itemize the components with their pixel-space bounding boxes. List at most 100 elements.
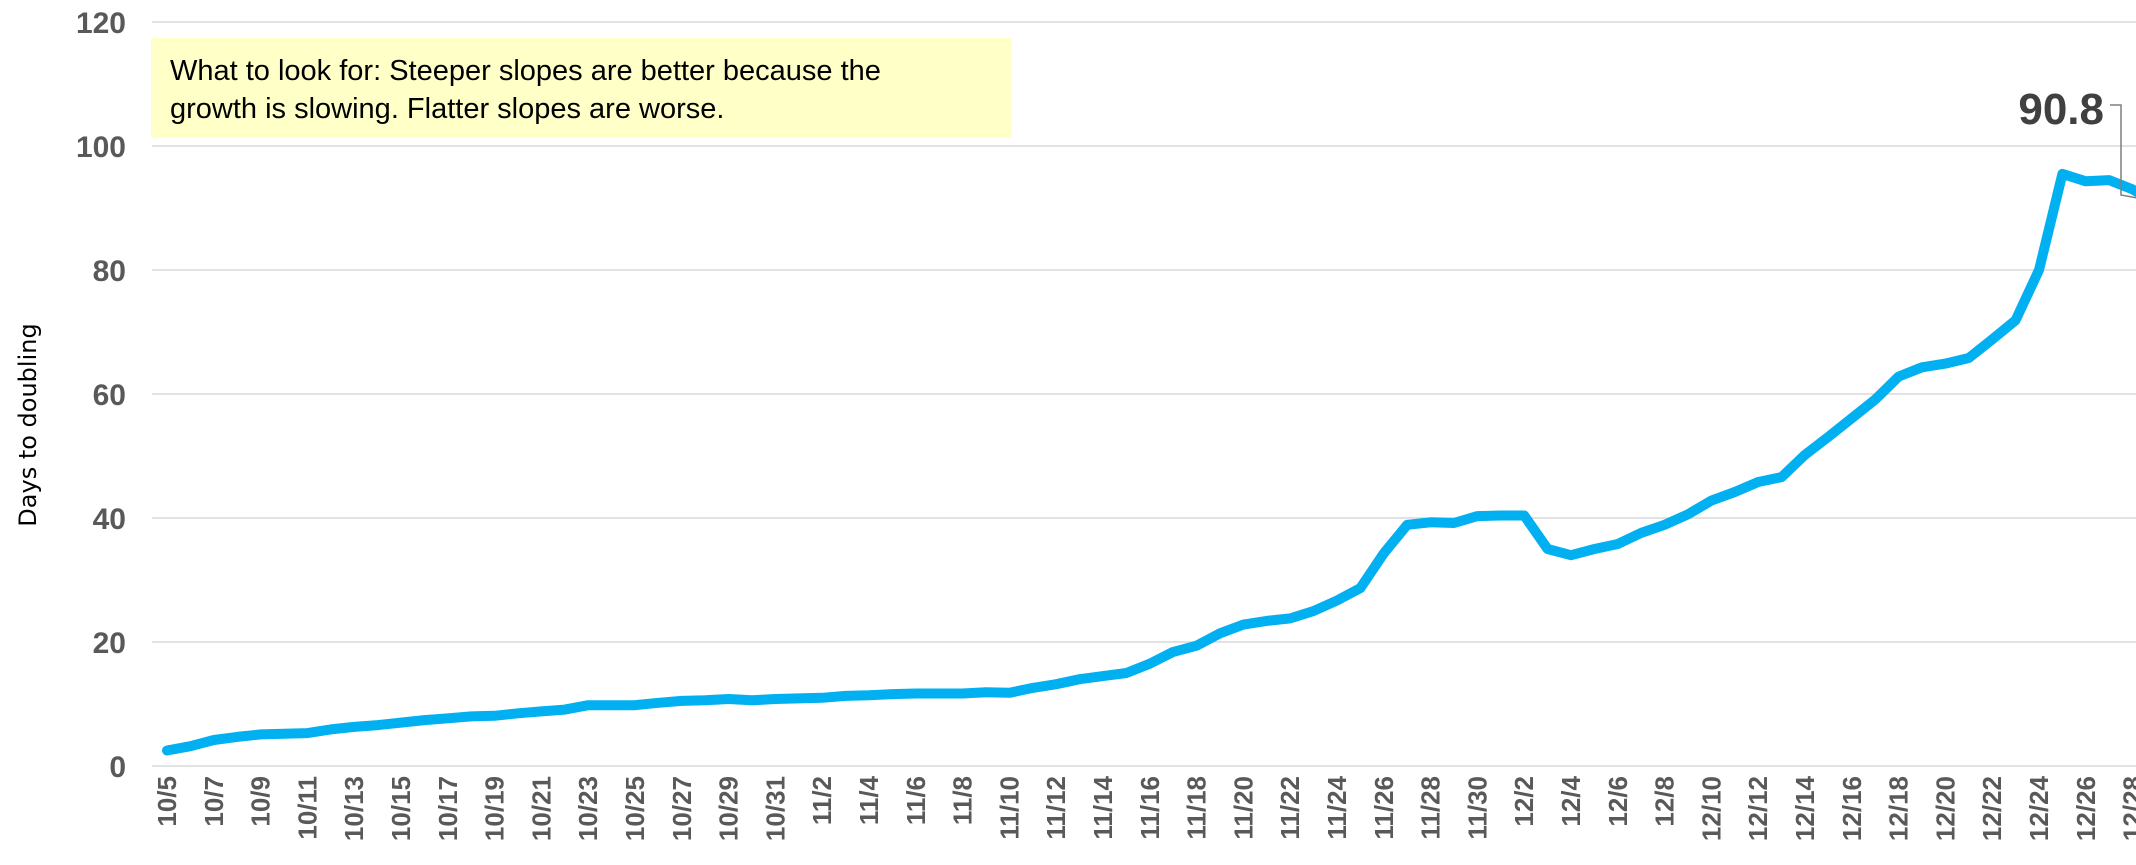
data-point-10/13 <box>351 724 357 730</box>
data-point-12/28 <box>2130 186 2136 192</box>
data-point-10/16 <box>421 717 427 723</box>
x-tick-label: 10/9 <box>246 776 276 827</box>
data-point-11/4 <box>866 692 872 698</box>
data-point-11/26 <box>1381 550 1387 556</box>
series-points <box>164 171 2136 754</box>
y-tick-label: 0 <box>109 751 126 784</box>
data-point-11/2 <box>819 695 825 701</box>
x-tick-label: 11/24 <box>1322 775 1352 839</box>
x-tick-label: 12/26 <box>2071 776 2101 841</box>
data-point-10/27 <box>679 698 685 704</box>
y-axis-title: Days to doubling <box>14 323 42 526</box>
x-tick-label: 10/5 <box>152 776 182 827</box>
x-tick-label: 10/21 <box>526 776 556 841</box>
data-point-11/5 <box>889 691 895 697</box>
x-tick-label: 12/16 <box>1837 776 1867 841</box>
data-point-11/19 <box>1217 630 1223 636</box>
annotation-text-line-2: growth is slowing. Flatter slopes are wo… <box>170 93 724 125</box>
data-point-10/9 <box>258 731 264 737</box>
data-point-12/11 <box>1732 489 1738 495</box>
x-tick-label: 10/31 <box>760 776 790 841</box>
x-tick-label: 12/24 <box>2024 775 2054 841</box>
data-point-11/9 <box>983 689 989 695</box>
data-point-12/20 <box>1942 361 1948 367</box>
data-point-10/19 <box>492 713 498 719</box>
x-tick-label: 12/6 <box>1603 776 1633 827</box>
data-point-11/1 <box>796 695 802 701</box>
data-point-12/14 <box>1802 452 1808 458</box>
annotation-background <box>151 38 1012 138</box>
annotation-box: What to look for: Steeper slopes are bet… <box>151 38 1012 138</box>
data-point-12/23 <box>2013 317 2019 323</box>
x-tick-label: 11/16 <box>1135 776 1165 840</box>
x-tick-label: 11/10 <box>994 776 1024 840</box>
data-point-10/10 <box>281 731 287 737</box>
data-point-11/14 <box>1100 673 1106 679</box>
data-point-11/21 <box>1264 618 1270 624</box>
end-label-leader-line <box>2110 104 2136 199</box>
x-tick-label: 10/25 <box>620 776 650 841</box>
y-tick-label: 60 <box>93 379 126 412</box>
data-point-12/6 <box>1615 541 1621 547</box>
x-tick-label: 12/20 <box>1930 776 1960 841</box>
data-point-12/9 <box>1685 511 1691 517</box>
data-point-12/17 <box>1872 397 1878 403</box>
data-point-10/15 <box>398 720 404 726</box>
data-point-12/25 <box>2059 171 2065 177</box>
x-tick-label: 11/22 <box>1275 776 1305 840</box>
data-point-10/18 <box>468 713 474 719</box>
data-point-10/14 <box>375 722 381 728</box>
x-tick-label: 11/18 <box>1182 776 1212 840</box>
x-tick-label: 12/22 <box>1977 776 2007 841</box>
data-point-11/7 <box>936 690 942 696</box>
data-point-11/30 <box>1474 513 1480 519</box>
y-tick-label: 120 <box>76 7 126 40</box>
data-point-11/3 <box>843 693 849 699</box>
data-point-10/25 <box>632 702 638 708</box>
data-point-11/29 <box>1451 520 1457 526</box>
data-point-12/2 <box>1521 513 1527 519</box>
x-tick-label: 12/4 <box>1556 775 1586 826</box>
data-point-10/5 <box>164 748 170 754</box>
data-point-11/20 <box>1240 622 1246 628</box>
data-point-12/22 <box>1989 336 1995 342</box>
annotation-text-line-1: What to look for: Steeper slopes are bet… <box>170 55 881 87</box>
x-tick-label: 10/15 <box>386 776 416 841</box>
y-tick-label: 20 <box>93 627 126 660</box>
y-tick-label: 100 <box>76 131 126 164</box>
x-tick-label: 10/17 <box>433 776 463 841</box>
x-axis-tick-labels: 10/5 10/7 10/9 10/11 10/13 10/15 10/17 10/19 10/… <box>152 775 2136 841</box>
data-point-10/6 <box>187 743 193 749</box>
data-point-10/31 <box>772 696 778 702</box>
data-point-11/16 <box>1147 661 1153 667</box>
data-point-11/23 <box>1311 608 1317 614</box>
data-point-12/13 <box>1779 474 1785 480</box>
x-tick-label: 10/19 <box>480 776 510 841</box>
data-point-12/12 <box>1755 479 1761 485</box>
data-point-10/20 <box>515 710 521 716</box>
data-point-11/27 <box>1404 522 1410 528</box>
data-point-10/11 <box>304 730 310 736</box>
data-point-12/7 <box>1638 530 1644 536</box>
data-point-10/8 <box>234 734 240 740</box>
data-point-10/29 <box>726 696 732 702</box>
data-point-12/5 <box>1591 546 1597 552</box>
data-point-11/25 <box>1357 585 1363 591</box>
x-tick-label: 12/12 <box>1743 776 1773 841</box>
data-point-12/1 <box>1498 513 1504 519</box>
series-line <box>162 168 2136 756</box>
data-point-12/27 <box>2106 177 2112 183</box>
x-tick-label: 10/11 <box>292 776 322 840</box>
data-point-11/15 <box>1123 670 1129 676</box>
data-point-10/28 <box>702 697 708 703</box>
data-point-12/19 <box>1919 364 1925 370</box>
x-tick-label: 10/23 <box>573 776 603 841</box>
x-tick-label: 11/6 <box>901 776 931 825</box>
data-point-11/13 <box>1077 676 1083 682</box>
x-tick-label: 11/4 <box>854 775 884 825</box>
x-tick-label: 12/14 <box>1790 775 1820 841</box>
data-point-10/17 <box>445 715 451 721</box>
x-tick-label: 11/26 <box>1369 776 1399 840</box>
x-tick-label: 11/2 <box>807 776 837 825</box>
